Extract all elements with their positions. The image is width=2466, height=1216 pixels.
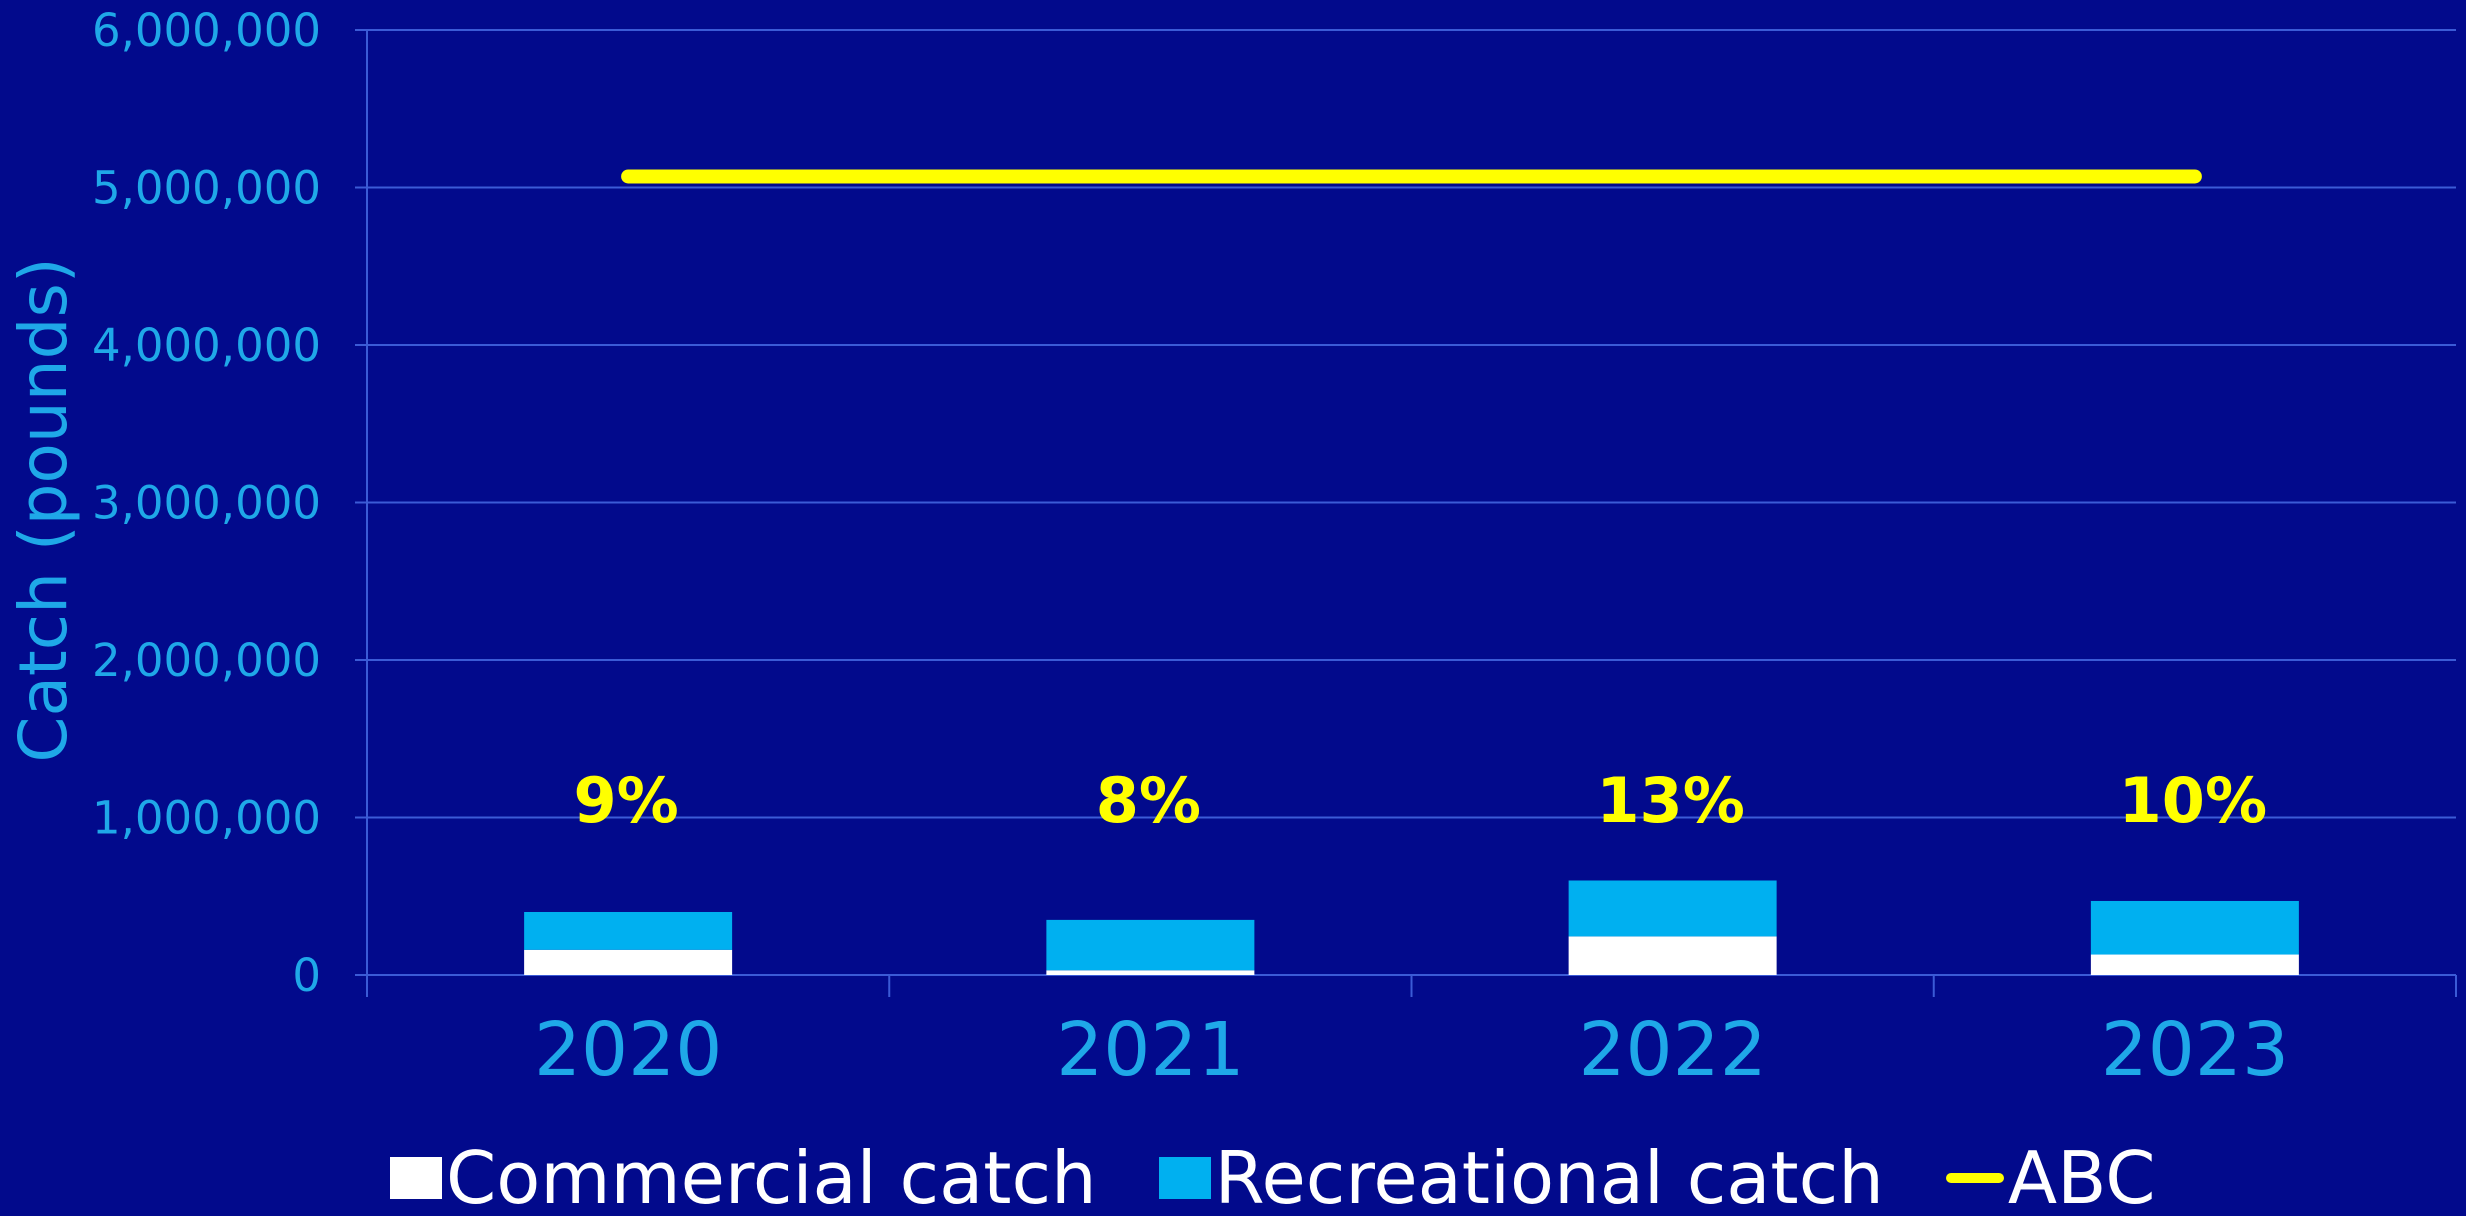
bars — [524, 880, 2299, 975]
legend-swatch-recreational — [1158, 1157, 1211, 1199]
labels: 0 1,000,000 2,000,000 3,000,000 4,000,000 5,0… — [92, 4, 2289, 1093]
legend-label-commercial: Commercial catch — [446, 1136, 1097, 1216]
y-axis-label: Catch (pounds) — [5, 257, 82, 762]
y-tick-label-6: 6,000,000 — [92, 4, 321, 57]
legend-item-recreational: Recreational catch — [1158, 1136, 1884, 1216]
x-tick-label-2022: 2022 — [1578, 1007, 1766, 1093]
y-tick-label-0: 0 — [292, 949, 321, 1002]
legend-item-commercial: Commercial catch — [390, 1140, 1097, 1216]
pct-annotation-2022: 13% — [1596, 764, 1744, 837]
x-tick-label-2023: 2023 — [2101, 1007, 2289, 1093]
legend-swatch-commercial — [390, 1157, 442, 1199]
legend-label-recreational: Recreational catch — [1214, 1136, 1884, 1216]
legend-line-abc — [1945, 1173, 2004, 1183]
bar-recreational-catch-2020 — [524, 912, 733, 950]
y-tick-label-2: 2,000,000 — [92, 634, 321, 687]
x-tick-label-2021: 2021 — [1056, 1007, 1244, 1093]
x-tick-label-2020: 2020 — [534, 1007, 722, 1093]
bar-commercial-catch-2021 — [1046, 970, 1255, 975]
legend-label-abc: ABC — [2007, 1136, 2156, 1216]
bar-recreational-catch-2023 — [2090, 900, 2299, 955]
pct-annotation-2020: 9% — [573, 764, 678, 837]
pct-annotation-2021: 8% — [1096, 764, 1201, 837]
y-tick-label-5: 5,000,000 — [92, 162, 321, 215]
y-tick-label-4: 4,000,000 — [92, 319, 321, 372]
bar-commercial-catch-2020 — [524, 949, 733, 975]
gridlines — [367, 29, 2456, 819]
bar-commercial-catch-2023 — [2090, 954, 2299, 975]
y-tick-label-1: 1,000,000 — [92, 792, 321, 845]
bar-commercial-catch-2022 — [1568, 936, 1777, 975]
legend: Commercial catch Recreational catch ABC — [390, 1140, 2218, 1216]
y-tick-label-3: 3,000,000 — [92, 477, 321, 530]
bar-recreational-catch-2022 — [1568, 880, 1777, 937]
bar-recreational-catch-2021 — [1046, 919, 1255, 971]
pct-annotation-2023: 10% — [2119, 764, 2267, 837]
legend-item-abc: ABC — [1945, 1136, 2156, 1216]
